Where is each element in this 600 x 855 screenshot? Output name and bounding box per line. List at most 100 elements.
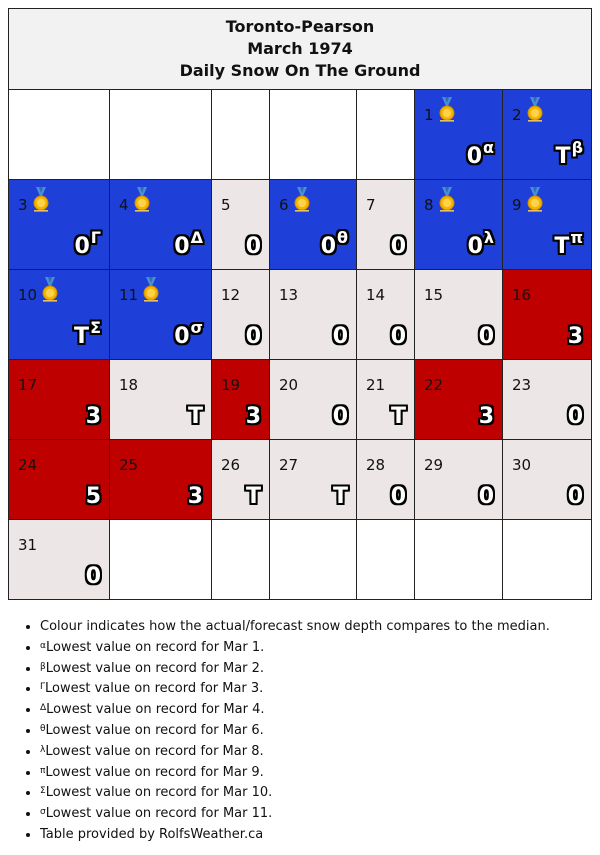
month-title: March 1974 — [247, 39, 353, 58]
medal-icon — [525, 96, 545, 122]
day-cell: 18 T — [109, 359, 212, 440]
note-marker: σ — [40, 807, 46, 818]
note-item: ΔLowest value on record for Mar 4. — [40, 700, 550, 721]
day-cell: 25 3 — [109, 439, 212, 520]
day-cell: 13 0 — [269, 269, 357, 360]
snow-depth-value: 0 — [567, 404, 584, 429]
note-text: Lowest value on record for Mar 1. — [45, 639, 265, 655]
day-number: 2 — [512, 106, 522, 124]
note-item: Table provided by RolfsWeather.ca — [40, 825, 550, 846]
note-marker: β — [40, 661, 46, 672]
day-number: 30 — [512, 456, 532, 474]
day-cell: 28 0 — [356, 439, 415, 520]
day-number: 22 — [424, 376, 444, 394]
note-text: Lowest value on record for Mar 6. — [45, 722, 264, 738]
day-number: 6 — [279, 196, 289, 214]
snow-depth-value: Tπ — [554, 228, 584, 259]
note-marker: π — [40, 765, 46, 776]
day-number: 10 — [18, 286, 38, 304]
day-number: 17 — [18, 376, 38, 394]
note-item: ΣLowest value on record for Mar 10. — [40, 783, 550, 804]
notes-list: Colour indicates how the actual/forecast… — [26, 617, 550, 846]
day-number: 23 — [512, 376, 532, 394]
day-number: 8 — [424, 196, 434, 214]
day-cell: 11 0σ — [109, 269, 212, 360]
day-cell: 22 3 — [414, 359, 503, 440]
snow-depth-value: 0σ — [174, 318, 203, 349]
snow-depth-value: T — [390, 404, 406, 429]
calendar-week-row: 10 TΣ 11 0σ 12 0 13 0 14 0 15 0 16 3 — [8, 269, 593, 360]
snow-depth-value: 3 — [567, 324, 584, 349]
day-cell: 8 0λ — [414, 179, 503, 270]
day-cell: 12 0 — [211, 269, 270, 360]
note-item: λLowest value on record for Mar 8. — [40, 742, 550, 763]
note-marker: Δ — [40, 703, 47, 714]
note-item: αLowest value on record for Mar 1. — [40, 638, 550, 659]
snow-depth-value: 0θ — [320, 228, 348, 259]
snow-depth-value: 5 — [85, 484, 101, 509]
day-cell: 23 0 — [501, 359, 593, 440]
day-number: 27 — [279, 456, 299, 474]
note-item: θLowest value on record for Mar 6. — [40, 721, 550, 742]
day-number: 11 — [119, 286, 139, 304]
day-cell: 30 0 — [501, 439, 593, 520]
day-cell: 29 0 — [414, 439, 503, 520]
day-cell: 9 Tπ — [501, 179, 593, 270]
calendar-week-row: 3 0Γ 4 0Δ 5 0 6 0θ 7 0 8 0λ 9 Tπ — [8, 179, 593, 270]
note-item: σLowest value on record for Mar 11. — [40, 804, 550, 825]
day-cell: 26 T — [211, 439, 270, 520]
day-number: 13 — [279, 286, 299, 304]
record-marker: π — [570, 228, 584, 247]
note-marker: α — [40, 640, 46, 651]
note-marker: λ — [40, 744, 46, 755]
medal-icon — [132, 186, 152, 212]
chart-subtitle: Daily Snow On The Ground — [179, 61, 421, 80]
day-cell: 24 5 — [8, 439, 110, 520]
empty-cell — [269, 89, 357, 180]
calendar-body: 1 0α 2 Tβ 3 0Γ 4 0Δ 5 0 6 0θ 7 0 8 0λ 9 Tπ 10 TΣ 11 0σ 12 0 13 0 1… — [8, 89, 593, 600]
day-number: 5 — [221, 196, 231, 214]
snow-depth-value: 0α — [466, 138, 494, 169]
medal-icon — [525, 186, 545, 212]
day-cell: 27 T — [269, 439, 357, 520]
note-text: Lowest value on record for Mar 2. — [45, 660, 265, 676]
note-item: πLowest value on record for Mar 9. — [40, 763, 550, 784]
medal-icon — [141, 276, 161, 302]
medal-icon — [437, 96, 457, 122]
day-number: 28 — [366, 456, 386, 474]
day-cell: 21 T — [356, 359, 415, 440]
calendar-week-row: 31 0 — [8, 519, 593, 600]
day-number: 12 — [221, 286, 241, 304]
day-number: 3 — [18, 196, 28, 214]
note-text: Lowest value on record for Mar 11. — [45, 806, 273, 822]
day-cell: 14 0 — [356, 269, 415, 360]
empty-cell — [414, 519, 503, 600]
note-marker: Σ — [40, 786, 46, 797]
medal-icon — [437, 186, 457, 212]
snow-depth-value: 0Δ — [174, 228, 203, 259]
medal-icon — [31, 186, 51, 212]
record-marker: Σ — [90, 318, 101, 337]
empty-cell — [109, 89, 212, 180]
snow-depth-value: 0 — [478, 324, 494, 349]
day-number: 19 — [221, 376, 241, 394]
empty-cell — [109, 519, 212, 600]
snow-calendar-table: Toronto-Pearson March 1974 Daily Snow On… — [7, 8, 593, 600]
snow-depth-value: 0 — [567, 484, 584, 509]
record-marker: β — [571, 138, 584, 157]
snow-depth-value: 0 — [332, 404, 348, 429]
snow-depth-value: 0 — [245, 324, 261, 349]
day-number: 25 — [119, 456, 139, 474]
note-text: Lowest value on record for Mar 9. — [45, 764, 264, 780]
snow-depth-value: 0λ — [467, 228, 494, 259]
snow-depth-value: 0 — [85, 564, 101, 589]
snow-depth-value: 0 — [390, 324, 406, 349]
snow-depth-value: 3 — [85, 404, 101, 429]
note-text: Lowest value on record for Mar 8. — [45, 743, 264, 759]
day-cell: 10 TΣ — [8, 269, 110, 360]
empty-cell — [211, 89, 270, 180]
day-cell: 1 0α — [414, 89, 503, 180]
snow-depth-value: 3 — [187, 484, 203, 509]
